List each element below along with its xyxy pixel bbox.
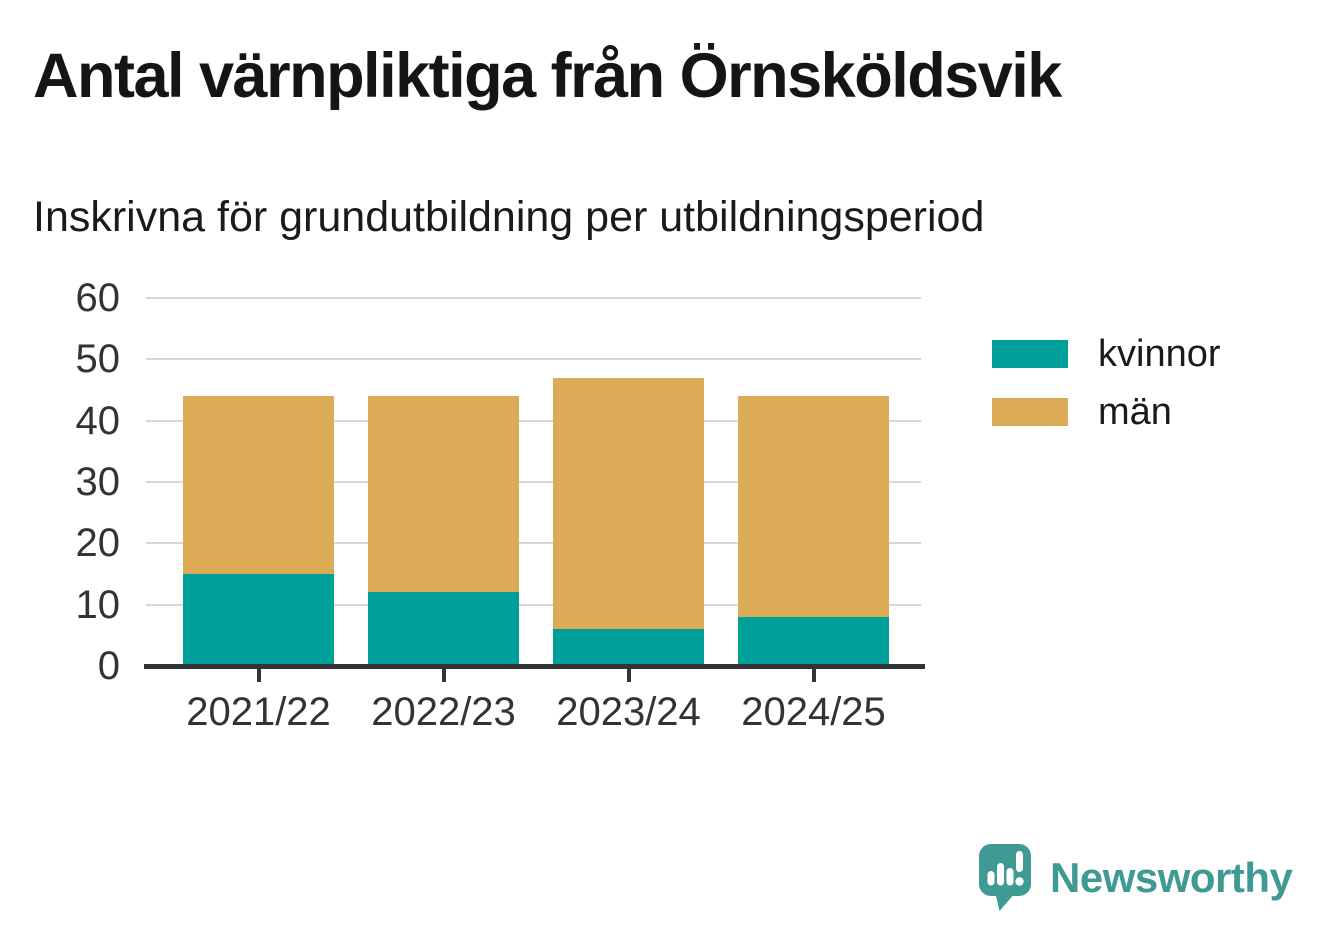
bar-segment-kvinnor-2021-22 (183, 574, 334, 666)
gridline-y-10 (146, 603, 921, 606)
gridline-y-60 (146, 297, 921, 299)
legend-label-kvinnor: kvinnor (1098, 333, 1221, 375)
legend-item-man: män (992, 390, 1221, 434)
x-tick-2021-22 (256, 669, 261, 682)
x-tick-2022-23 (441, 669, 446, 682)
brand-name: Newsworthy (1050, 854, 1293, 901)
bar-segment-män-2021-22 (183, 396, 334, 574)
gridline-y-30 (146, 481, 921, 483)
x-tick-2023-24 (626, 669, 631, 682)
y-tick-label-30: 30 (75, 460, 121, 504)
y-tick-label-0: 0 (97, 644, 120, 688)
x-tick-label-2021-22: 2021/22 (186, 690, 331, 734)
bar-segment-kvinnor-2022-23 (368, 592, 519, 666)
bar-segment-kvinnor-2024-25 (738, 616, 889, 666)
chart-legend: kvinnor män (992, 332, 1221, 448)
y-tick-label-50: 50 (75, 337, 121, 382)
gridline-y-20 (146, 542, 921, 545)
y-tick-label-60: 60 (75, 276, 121, 320)
bar-segment-män-2023-24 (553, 377, 704, 630)
x-tick-2024-25 (811, 669, 816, 682)
bar-segment-män-2022-23 (368, 396, 519, 593)
x-tick-label-2024-25: 2024/25 (741, 690, 886, 734)
gridline-y-50 (146, 358, 921, 361)
legend-swatch-man (992, 398, 1068, 426)
chart-subtitle: Inskrivna för grundutbildning per utbild… (33, 193, 985, 241)
x-tick-label-2023-24: 2023/24 (556, 690, 701, 734)
x-tick-label-2022-23: 2022/23 (371, 690, 516, 734)
y-tick-label-10: 10 (75, 582, 121, 627)
chart-title: Antal värnpliktiga från Örnsköldsvik (33, 41, 1062, 111)
brand-footer: Newsworthy (978, 842, 1293, 914)
x-axis-line (144, 664, 925, 669)
bar-segment-kvinnor-2023-24 (553, 629, 704, 666)
legend-label-man: män (1098, 391, 1172, 433)
legend-swatch-kvinnor (992, 340, 1068, 368)
newsworthy-logo-icon (979, 844, 1031, 911)
y-tick-label-40: 40 (75, 398, 121, 443)
legend-item-kvinnor: kvinnor (992, 332, 1221, 376)
gridline-y-40 (146, 419, 921, 422)
bar-segment-män-2024-25 (738, 396, 889, 617)
y-tick-label-20: 20 (75, 521, 121, 566)
